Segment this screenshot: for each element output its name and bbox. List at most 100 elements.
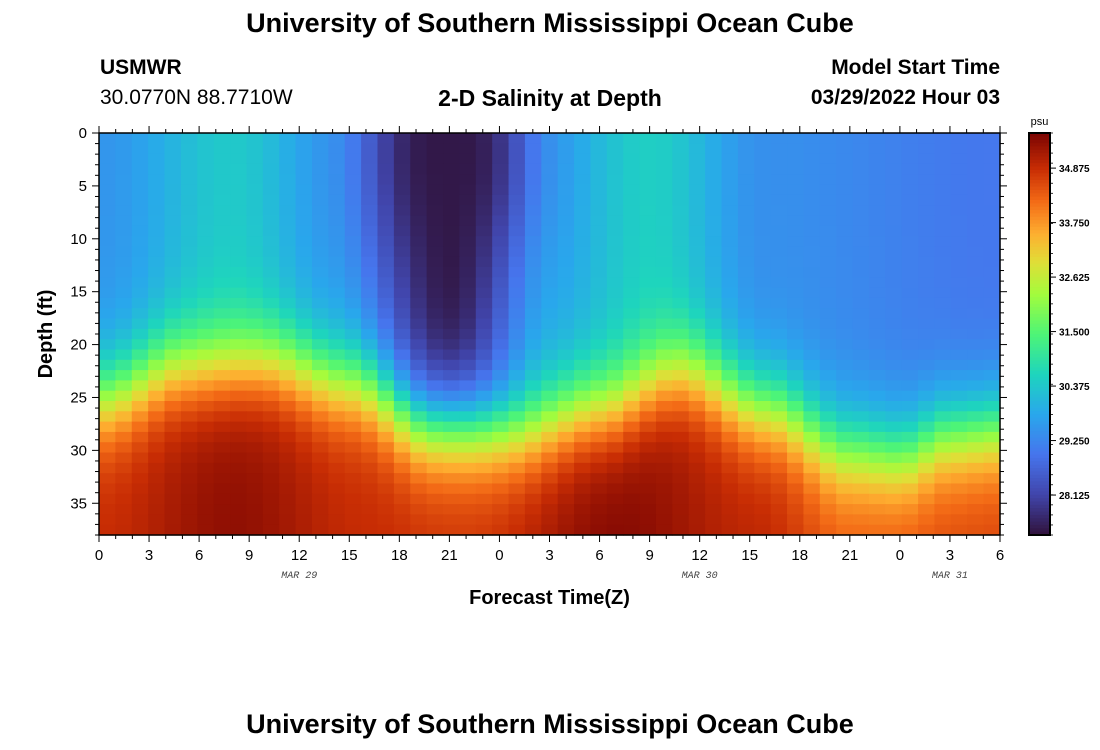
heatmap-cell bbox=[410, 339, 428, 351]
heatmap-cell bbox=[770, 174, 788, 186]
heatmap-cell bbox=[852, 380, 870, 392]
heatmap-cell bbox=[639, 401, 657, 412]
heatmap-cell bbox=[983, 174, 1001, 186]
heatmap-cell bbox=[541, 462, 559, 474]
colorbar-segment bbox=[1029, 183, 1050, 188]
heatmap-cell bbox=[688, 215, 706, 227]
colorbar-segment bbox=[1029, 501, 1050, 506]
heatmap-cell bbox=[754, 205, 772, 217]
heatmap-cell bbox=[655, 514, 673, 526]
heatmap-cell bbox=[115, 473, 133, 485]
heatmap-cell bbox=[164, 421, 182, 433]
heatmap-cell bbox=[934, 287, 952, 299]
heatmap-cell bbox=[836, 421, 854, 433]
heatmap-cell bbox=[852, 236, 870, 247]
heatmap-cell bbox=[918, 421, 936, 433]
heatmap-cell bbox=[737, 411, 755, 423]
heatmap-cell bbox=[508, 524, 526, 536]
heatmap-cell bbox=[737, 431, 755, 443]
heatmap-cell bbox=[492, 194, 510, 206]
heatmap-cell bbox=[115, 421, 133, 433]
heatmap-cell bbox=[492, 504, 510, 515]
heatmap-cell bbox=[262, 390, 280, 402]
heatmap-cell bbox=[311, 256, 329, 268]
heatmap-cell bbox=[344, 380, 362, 392]
heatmap-cell bbox=[574, 184, 592, 196]
heatmap-cell bbox=[230, 318, 248, 330]
heatmap-cell bbox=[557, 359, 575, 371]
heatmap-cell bbox=[393, 473, 411, 485]
heatmap-cell bbox=[557, 133, 575, 144]
heatmap-cell bbox=[557, 339, 575, 351]
heatmap-cell bbox=[508, 297, 526, 309]
heatmap-cell bbox=[721, 504, 739, 515]
colorbar-segment bbox=[1029, 196, 1050, 201]
heatmap-cell bbox=[164, 462, 182, 474]
heatmap-cell bbox=[918, 359, 936, 371]
colorbar-tick-label: 32.625 bbox=[1059, 273, 1090, 284]
heatmap-cell bbox=[246, 163, 264, 175]
heatmap-cell bbox=[377, 236, 395, 247]
heatmap-cell bbox=[377, 153, 395, 165]
heatmap-cell bbox=[590, 359, 608, 371]
heatmap-cell bbox=[197, 236, 215, 247]
heatmap-cell bbox=[557, 328, 575, 340]
heatmap-cell bbox=[967, 225, 985, 237]
colorbar-segment bbox=[1029, 139, 1050, 144]
heatmap-cell bbox=[918, 390, 936, 402]
heatmap-cell bbox=[836, 194, 854, 206]
heatmap-cell bbox=[688, 483, 706, 495]
heatmap-cell bbox=[295, 225, 313, 237]
heatmap-cell bbox=[574, 256, 592, 268]
heatmap-cell bbox=[672, 318, 690, 330]
heatmap-cell bbox=[246, 524, 264, 536]
heatmap-cell bbox=[410, 143, 428, 155]
heatmap-cell bbox=[819, 287, 837, 299]
heatmap-cell bbox=[557, 184, 575, 196]
heatmap-cell bbox=[901, 194, 919, 206]
heatmap-cell bbox=[393, 153, 411, 165]
heatmap-cell bbox=[426, 349, 444, 361]
heatmap-cell bbox=[230, 328, 248, 340]
heatmap-cell bbox=[230, 184, 248, 196]
heatmap-cell bbox=[361, 308, 379, 320]
heatmap-cell bbox=[426, 452, 444, 464]
heatmap-cell bbox=[459, 246, 477, 258]
heatmap-cell bbox=[803, 163, 821, 175]
heatmap-cell bbox=[131, 318, 149, 330]
heatmap-cell bbox=[377, 215, 395, 227]
heatmap-cell bbox=[672, 504, 690, 515]
heatmap-cell bbox=[180, 297, 198, 309]
heatmap-cell bbox=[590, 380, 608, 392]
heatmap-cell bbox=[230, 524, 248, 536]
heatmap-cell bbox=[852, 473, 870, 485]
heatmap-cell bbox=[377, 370, 395, 381]
heatmap-cell bbox=[492, 143, 510, 155]
heatmap-cell bbox=[754, 390, 772, 402]
heatmap-cell bbox=[115, 339, 133, 351]
heatmap-cell bbox=[328, 504, 346, 515]
heatmap-cell bbox=[311, 452, 329, 464]
colorbar-segment bbox=[1029, 524, 1050, 529]
heatmap-cell bbox=[868, 133, 886, 144]
colorbar-segment bbox=[1029, 307, 1050, 312]
colorbar-segment bbox=[1029, 303, 1050, 308]
heatmap-cell bbox=[131, 370, 149, 381]
heatmap-cell bbox=[164, 493, 182, 505]
x-tick-label: 0 bbox=[495, 547, 503, 564]
heatmap-cell bbox=[164, 401, 182, 412]
heatmap-cell bbox=[950, 267, 968, 278]
heatmap-cell bbox=[279, 483, 297, 495]
heatmap-cell bbox=[311, 318, 329, 330]
colorbar-segment bbox=[1029, 146, 1050, 151]
heatmap-cell bbox=[868, 277, 886, 289]
heatmap-cell bbox=[197, 349, 215, 361]
heatmap-cell bbox=[950, 339, 968, 351]
heatmap-cell bbox=[164, 225, 182, 237]
heatmap-cell bbox=[639, 390, 657, 402]
heatmap-cell bbox=[705, 421, 723, 433]
heatmap-cell bbox=[524, 339, 542, 351]
heatmap-cell bbox=[705, 163, 723, 175]
heatmap-cell bbox=[541, 411, 559, 423]
heatmap-cell bbox=[279, 473, 297, 485]
